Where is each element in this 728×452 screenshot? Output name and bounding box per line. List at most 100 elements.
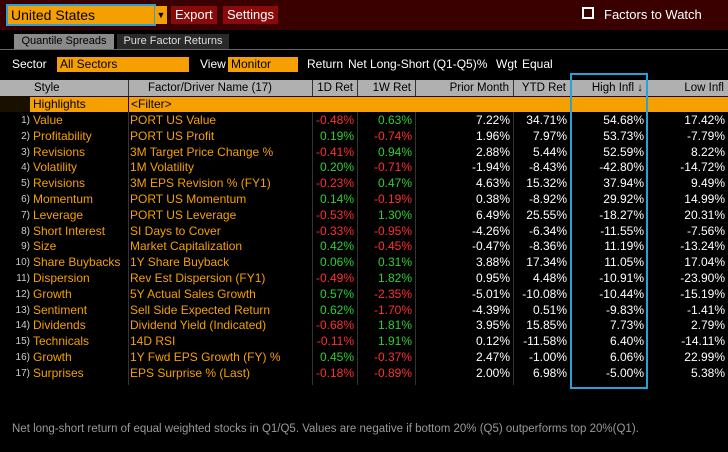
value-cell: -1.94%: [471, 160, 510, 175]
value-cell: 1.91%: [377, 334, 412, 349]
value-cell: 0.14%: [319, 192, 354, 206]
value-cell: -7.79%: [686, 128, 725, 143]
value-cell: 0.19%: [319, 128, 354, 143]
value-cell: -11.55%: [600, 223, 644, 238]
value-cell: 0.20%: [319, 160, 354, 175]
style-cell: Dividends: [33, 318, 86, 333]
value-cell: 1.30%: [377, 207, 412, 222]
value-cell: 14.99%: [684, 192, 725, 206]
column-header: Low Infl: [684, 82, 724, 94]
value-cell: 7.22%: [475, 113, 510, 127]
value-cell: -8.36%: [528, 239, 567, 254]
value-cell: 0.42%: [319, 239, 354, 254]
row-number: 4): [21, 162, 30, 174]
value-cell: 7.73%: [609, 318, 644, 333]
value-cell: -10.91%: [599, 271, 644, 285]
dropdown-arrow[interactable]: ▼: [155, 6, 167, 24]
table: Style Factor/Driver Name (17) 1D Ret 1W Ret…: [0, 80, 728, 385]
value-cell: 11.19%: [604, 239, 644, 254]
style-cell: Profitability: [33, 128, 92, 143]
value-cell: -0.53%: [315, 207, 354, 222]
value-cell: -0.49%: [315, 271, 354, 285]
style-cell: Share Buybacks: [33, 255, 121, 270]
filter-field: <Filter>: [129, 97, 728, 112]
value-cell: -9.83%: [605, 302, 644, 317]
value-cell: 6.06%: [609, 350, 644, 364]
row-number: 16): [15, 352, 30, 363]
value-cell: -0.18%: [315, 365, 354, 380]
sector-field[interactable]: All Sectors: [57, 57, 189, 72]
value-cell: 54.68%: [603, 113, 644, 127]
column-header: Prior Month: [449, 82, 509, 94]
value-cell: 2.88%: [475, 144, 510, 159]
factor-cell: Rev Est Dispersion (FY1): [130, 271, 266, 285]
column-header: Factor/Driver Name (17): [148, 82, 272, 94]
row-number: 11): [16, 273, 30, 284]
value-cell: 15.32%: [526, 176, 567, 191]
row-number: 2): [21, 130, 30, 142]
return-value: Net Long-Short (Q1-Q5)%: [348, 57, 488, 71]
row-number: 14): [15, 320, 30, 332]
value-cell: -11.58%: [523, 334, 567, 349]
value-cell: -1.00%: [528, 350, 567, 364]
label: Return: [307, 57, 344, 71]
value-cell: -42.80%: [599, 160, 644, 175]
value-cell: 0.57%: [319, 286, 354, 301]
tab-rule: [0, 49, 728, 50]
style-cell: Value: [33, 113, 63, 127]
factor-cell: SI Days to Cover: [130, 223, 221, 238]
factor-cell: PORT US Momentum: [130, 192, 247, 206]
factor-cell: EPS Surprise % (Last): [130, 365, 251, 380]
row-number: 9): [21, 241, 30, 253]
column-rule: [357, 80, 358, 385]
value-cell: 3.95%: [475, 318, 510, 333]
factor-cell: Market Capitalization: [130, 239, 243, 254]
value-cell: -14.11%: [681, 334, 725, 349]
value-cell: 0.94%: [377, 144, 412, 159]
icon: [582, 7, 594, 19]
value-cell: 0.06%: [319, 255, 354, 270]
value-cell: -2.35%: [373, 286, 412, 301]
value-cell: 3.88%: [475, 255, 510, 270]
value-cell: -0.37%: [373, 350, 412, 364]
settings-button[interactable]: Settings: [223, 6, 278, 24]
row-number: 17): [15, 367, 30, 379]
value-cell: 2.00%: [475, 365, 510, 380]
factor-cell: 3M EPS Revision % (FY1): [130, 176, 271, 191]
value-cell: -6.34%: [528, 223, 567, 238]
value-cell: 6.98%: [532, 365, 567, 380]
value-cell: -18.27%: [599, 207, 644, 222]
column-rule: [513, 80, 514, 385]
column-header: High Infl ↓: [591, 82, 643, 94]
row-number: 3): [21, 146, 30, 158]
column-rule: [312, 80, 313, 385]
value-cell: 22.99%: [684, 350, 725, 364]
value-cell: -10.08%: [522, 286, 567, 301]
value-cell: -5.01%: [471, 286, 510, 301]
filter-field: Highlights: [30, 97, 128, 112]
view-field[interactable]: Monitor: [228, 57, 298, 72]
tab[interactable]: Quantile Spreads: [14, 34, 114, 49]
style-cell: Momentum: [33, 192, 94, 206]
column-header: Style: [34, 82, 60, 94]
factors-to-watch[interactable]: Factors to Watch: [604, 7, 702, 22]
value-cell: 0.38%: [475, 192, 510, 206]
value-cell: -8.92%: [528, 192, 567, 206]
row-number: 12): [15, 288, 30, 300]
value-cell: -8.43%: [528, 160, 567, 175]
value-cell: -14.72%: [680, 160, 725, 175]
value-cell: 0.31%: [377, 255, 412, 270]
export-button[interactable]: Export: [171, 6, 217, 24]
style-cell: Dispersion: [33, 271, 90, 285]
value-cell: -1.70%: [373, 302, 412, 317]
value-cell: 4.63%: [475, 176, 510, 191]
factor-cell: PORT US Value: [130, 113, 217, 127]
value-cell: 1.81%: [377, 318, 412, 333]
highlight-box: [570, 73, 648, 389]
region-field[interactable]: United States: [6, 4, 156, 26]
style-cell: Revisions: [33, 144, 86, 159]
value-cell: 0.12%: [475, 334, 510, 349]
tab[interactable]: Pure Factor Returns: [117, 34, 229, 49]
style-cell: Growth: [33, 286, 72, 301]
value-cell: 2.79%: [690, 318, 725, 333]
